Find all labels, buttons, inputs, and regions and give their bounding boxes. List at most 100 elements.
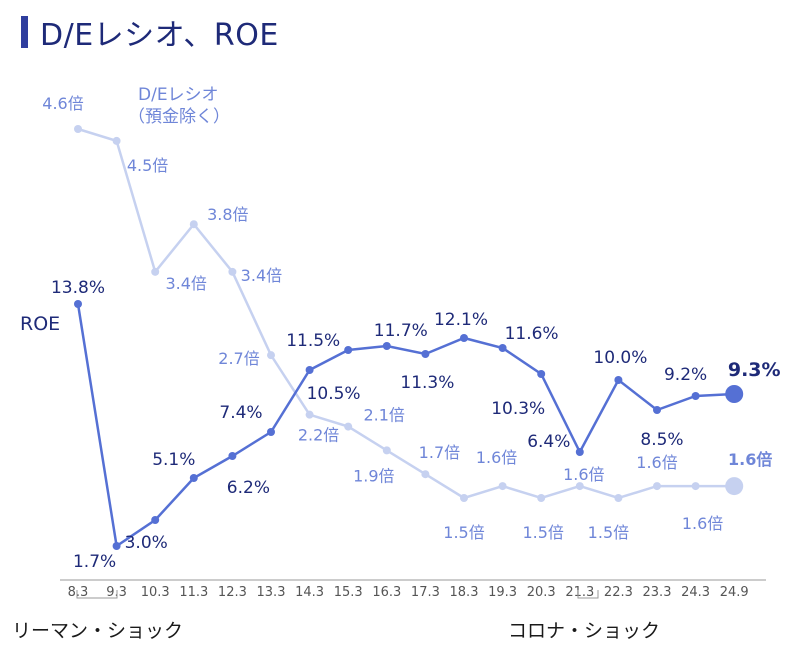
de-ratio-data-label: 2.1倍 (363, 406, 404, 425)
x-tick-label: 14.3 (295, 585, 324, 600)
roe-data-label: 5.1% (152, 450, 195, 470)
x-tick-label: 20.3 (527, 585, 556, 600)
roe-data-label: 9.2% (664, 365, 707, 385)
roe-point (382, 342, 391, 350)
x-tick-label: 15.3 (334, 585, 363, 600)
de-ratio-data-label: 1.5倍 (522, 523, 563, 542)
de-ratio-data-label: 2.7倍 (218, 349, 259, 368)
de-ratio-data-label: 1.5倍 (443, 523, 484, 542)
x-tick-label: 24.3 (681, 585, 710, 600)
roe-data-label: 13.8% (51, 278, 105, 298)
roe-data-label: 11.3% (400, 373, 454, 393)
de-series-label-line2: （預金除く） (128, 107, 230, 127)
roe-data-label: 9.3% (728, 359, 781, 381)
corona-shock-bracket (577, 590, 599, 599)
de-ratio-point (614, 494, 623, 502)
de-ratio-point (691, 482, 700, 491)
roe-point (575, 448, 584, 456)
roe-data-label: 11.6% (505, 324, 559, 344)
roe-point (74, 300, 82, 308)
roe-data-label: 7.4% (219, 403, 262, 423)
de-ratio-point (421, 470, 430, 479)
roe-data-label: 10.0% (593, 348, 647, 368)
de-ratio-data-label: 1.6倍 (682, 514, 723, 533)
x-tick-label: 13.3 (257, 585, 286, 600)
x-tick-label: 12.3 (218, 585, 247, 600)
page-title: D/Eレシオ、ROE (40, 18, 279, 53)
roe-data-label: 10.3% (491, 399, 545, 419)
de-ratio-point (537, 494, 546, 502)
x-tick-label: 16.3 (372, 585, 401, 600)
roe-point (653, 406, 661, 414)
x-tick-label: 11.3 (179, 585, 208, 600)
roe-point (460, 334, 468, 342)
roe-point (151, 516, 160, 524)
x-tick-label: 23.3 (643, 585, 672, 600)
de-ratio-point (74, 125, 82, 133)
roe-data-label: 12.1% (434, 310, 488, 330)
x-tick-label: 24.9 (720, 585, 749, 600)
de-ratio-point (189, 220, 198, 229)
x-tick-label: 22.3 (604, 585, 633, 600)
de-ratio-point (382, 446, 391, 455)
de-ratio-point (460, 494, 468, 502)
de-ratio-point (575, 482, 584, 491)
lehman-shock-label: リーマン・ショック (12, 620, 183, 642)
roe-data-label: 8.5% (640, 430, 683, 450)
de-ratio-point (344, 422, 353, 431)
x-tick-label: 19.3 (488, 585, 517, 600)
x-tick-label: 10.3 (141, 585, 170, 600)
roe-point (267, 428, 275, 436)
de-ratio-data-label: 3.8倍 (207, 205, 248, 224)
roe-line (76, 303, 735, 549)
de-ratio-data-label: 1.6倍 (636, 453, 677, 472)
roe-data-label: 10.5% (307, 384, 361, 404)
roe-point (112, 542, 121, 550)
de-ratio-data-label: 1.6倍 (476, 448, 517, 467)
de-ratio-data-label: 1.6倍 (728, 450, 772, 469)
roe-data-label: 6.2% (227, 478, 270, 498)
roe-point (498, 344, 507, 352)
de-ratio-line (77, 127, 735, 500)
de-ratio-point (305, 410, 314, 419)
roe-data-label: 3.0% (125, 533, 168, 553)
de-ratio-data-label: 2.2倍 (298, 426, 339, 445)
x-tick-label: 17.3 (411, 585, 440, 600)
de-ratio-data-label: 3.4倍 (241, 266, 282, 285)
de-ratio-point (228, 267, 237, 276)
roe-point (189, 474, 198, 482)
de-ratio-point (267, 351, 275, 360)
de-ratio-data-label: 3.4倍 (165, 274, 206, 293)
title-accent-bar (21, 16, 28, 48)
roe-point (614, 376, 623, 384)
x-tick-label: 18.3 (450, 585, 479, 600)
roe-series-label: ROE (20, 313, 60, 335)
x-tick-label: 21.3 (565, 585, 594, 600)
roe-point (421, 350, 430, 358)
de-ratio-point (725, 477, 744, 496)
de-ratio-data-label: 1.6倍 (563, 465, 604, 484)
de-ratio-point (498, 482, 507, 491)
roe-data-label: 11.5% (286, 331, 340, 351)
roe-point (344, 346, 353, 354)
roe-point (305, 366, 314, 374)
de-ratio-data-label: 4.5倍 (127, 156, 168, 175)
lehman-shock-bracket (76, 590, 118, 599)
de-ratio-data-label: 1.5倍 (588, 523, 629, 542)
de-ratio-point (653, 482, 661, 491)
roe-data-label: 1.7% (73, 552, 116, 572)
roe-data-label: 11.7% (374, 321, 428, 341)
roe-point (537, 370, 546, 378)
de-ratio-data-label: 1.9倍 (353, 466, 394, 485)
x-tick-label: 8.3 (68, 585, 89, 600)
de-ratio-point (112, 136, 121, 145)
de-series-label-line1: D/Eレシオ (138, 85, 219, 105)
de-ratio-data-label: 1.7倍 (419, 443, 460, 462)
roe-data-label: 6.4% (527, 432, 570, 452)
de-ratio-data-label: 4.6倍 (42, 94, 83, 113)
de-ratio-point (151, 267, 160, 276)
roe-point (228, 452, 237, 460)
corona-shock-label: コロナ・ショック (508, 620, 660, 642)
roe-point (725, 385, 744, 403)
